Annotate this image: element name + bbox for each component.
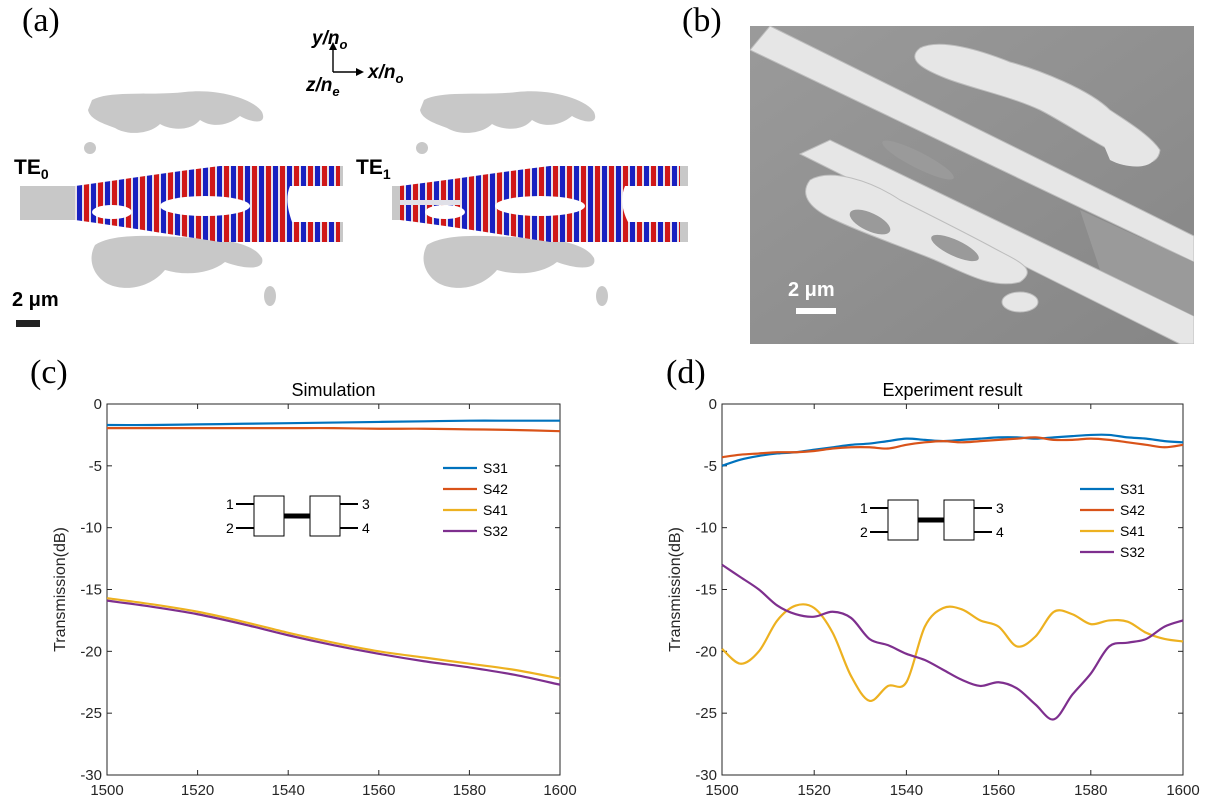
mode-label-te0: TE0 (14, 156, 49, 182)
y-tick-label: -15 (80, 582, 102, 599)
y-axis-label: Transmission(dB) (52, 527, 69, 652)
x-tick-label: 1500 (90, 782, 123, 799)
y-tick-label: -5 (89, 458, 102, 475)
series-line-s41 (106, 597, 561, 680)
series-line-s41 (721, 603, 1184, 702)
inset-block-right (309, 495, 341, 537)
legend-entry: S31 (483, 460, 508, 476)
axis-indicator: y/no x/no z/ne (305, 28, 403, 99)
series-line-s42 (721, 436, 1184, 459)
inset-block-left (887, 499, 919, 541)
inset-schematic: 1 2 3 4 (226, 495, 370, 537)
y-tick-label: -5 (704, 458, 717, 475)
legend-entry: S41 (483, 502, 508, 518)
inset-port-label: 4 (996, 524, 1004, 540)
y-tick-label: -30 (695, 767, 717, 784)
legend-entry: S32 (1120, 544, 1145, 560)
x-tick-label: 1600 (543, 782, 576, 799)
mode-label-te1: TE1 (356, 156, 391, 182)
panel-b: 2 μm (750, 26, 1194, 344)
chart-title: Experiment result (882, 380, 1022, 400)
x-tick-label: 1600 (1166, 782, 1199, 799)
inset-port-label: 3 (362, 496, 370, 512)
series-line-s32 (721, 563, 1184, 721)
inset-schematic: 1 2 3 4 (860, 499, 1004, 541)
inset-port-label: 3 (996, 500, 1004, 516)
x-tick-label: 1520 (181, 782, 214, 799)
x-tick-label: 1540 (272, 782, 305, 799)
series-line-s31 (106, 419, 560, 427)
inset-port-label: 1 (860, 500, 868, 516)
chart-experiment: 1500 1520 1540 1560 1580 1600 -30 -25 -20 -15 -10 -… (667, 380, 1200, 799)
y-tick-label: -10 (695, 520, 717, 537)
panel-label-b: (b) (682, 2, 722, 39)
axis-y-label: y/no (311, 28, 347, 52)
panel-a: y/no x/no z/ne TE0 (12, 28, 688, 327)
x-tick-label: 1520 (798, 782, 831, 799)
inset-port-label: 2 (226, 520, 234, 536)
x-tick-label: 1560 (362, 782, 395, 799)
y-tick-label: 0 (94, 396, 102, 413)
y-tick-label: -30 (80, 767, 102, 784)
x-tick-label: 1580 (1074, 782, 1107, 799)
y-tick-label: -25 (80, 705, 102, 722)
panel-label-c: (c) (30, 354, 68, 391)
axis-x-label: x/no (367, 62, 403, 86)
scale-bar-label-b: 2 μm (788, 279, 835, 301)
inset-port-label: 2 (860, 524, 868, 540)
inset-port-label: 1 (226, 496, 234, 512)
inset-port-label: 4 (362, 520, 370, 536)
scale-bar-a (16, 320, 40, 327)
scale-bar-b (796, 308, 836, 314)
device-te1 (392, 91, 688, 306)
scale-bar-label-a: 2 μm (12, 289, 59, 311)
series-line-s32 (106, 599, 561, 686)
series-line-s42 (107, 426, 561, 433)
y-tick-label: -10 (80, 520, 102, 537)
y-tick-label: -20 (80, 643, 102, 660)
legend-entry: S32 (483, 523, 508, 539)
axis-z-label: z/ne (305, 75, 340, 99)
x-tick-label: 1540 (890, 782, 923, 799)
panel-label-d: (d) (666, 354, 706, 391)
inset-block-right (943, 499, 975, 541)
chart-title: Simulation (291, 380, 375, 400)
legend-entry: S41 (1120, 523, 1145, 539)
x-tick-label: 1580 (453, 782, 486, 799)
y-tick-label: -25 (695, 705, 717, 722)
chart-simulation: 1500 1520 1540 1560 1580 1600 -30 -25 -20 -15 -10 -… (52, 380, 577, 799)
y-tick-label: 0 (709, 396, 717, 413)
x-tick-label: 1500 (705, 782, 738, 799)
sem-device (750, 26, 1194, 344)
device-te0 (20, 91, 343, 306)
y-axis-label: Transmission(dB) (667, 527, 684, 652)
y-tick-label: -15 (695, 582, 717, 599)
plot-area (721, 403, 1184, 776)
x-tick-label: 1560 (982, 782, 1015, 799)
plot-area (106, 403, 561, 776)
legend-entry: S42 (1120, 502, 1145, 518)
legend-entry: S31 (1120, 481, 1145, 497)
legend-entry: S42 (483, 481, 508, 497)
inset-block-left (253, 495, 285, 537)
y-tick-label: -20 (695, 643, 717, 660)
panel-label-a: (a) (22, 2, 60, 39)
